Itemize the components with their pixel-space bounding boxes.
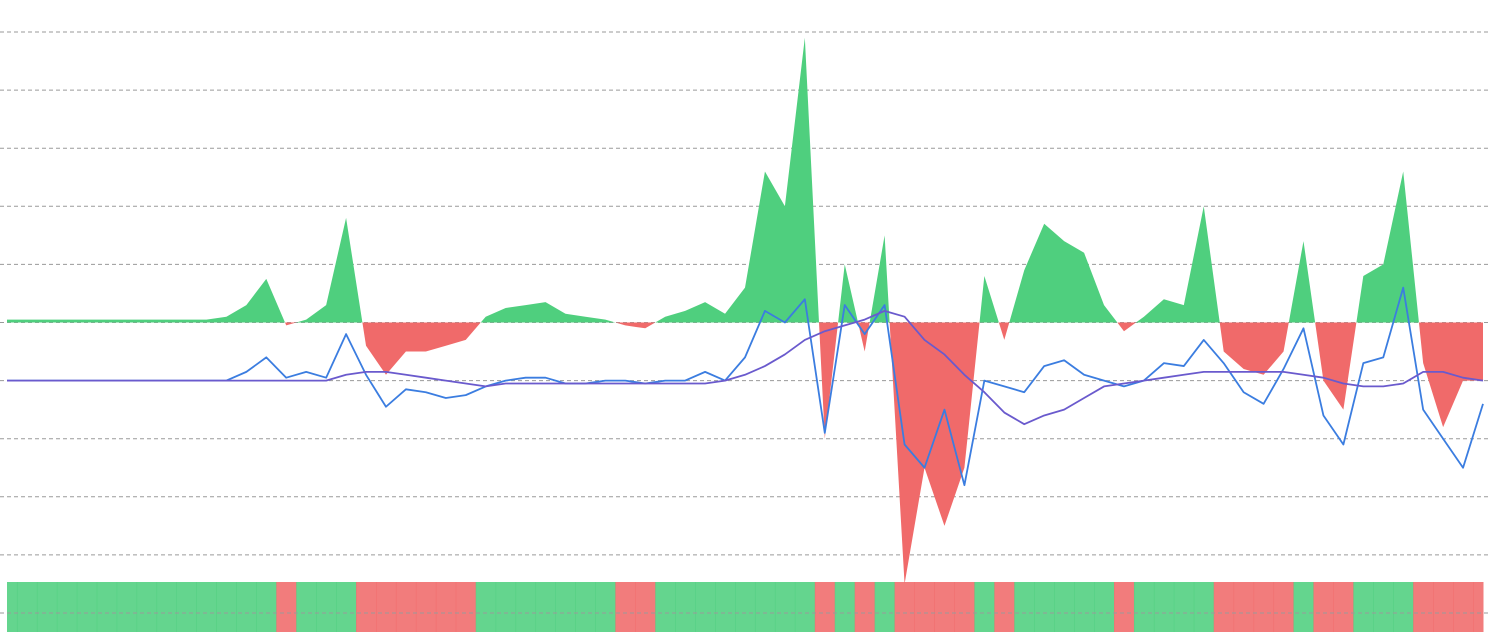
band-segment	[655, 582, 676, 632]
band-segment	[555, 582, 576, 632]
band-segment	[1094, 582, 1115, 632]
band-segment	[475, 582, 497, 632]
band-segment	[1173, 582, 1195, 632]
band-segment	[1193, 582, 1215, 632]
band-segment	[615, 582, 636, 632]
band-segment	[894, 582, 916, 632]
band-segment	[196, 582, 217, 632]
band-segment	[1213, 582, 1235, 632]
band-segment	[216, 582, 237, 632]
band-segment	[176, 582, 197, 632]
band-segment	[116, 582, 138, 632]
band-segment	[1054, 582, 1075, 632]
band-segment	[1074, 582, 1095, 632]
band-segment	[316, 582, 337, 632]
band-segment	[376, 582, 397, 632]
band-segment	[974, 582, 995, 632]
band-segment	[1293, 582, 1314, 632]
band-segment	[1353, 582, 1374, 632]
band-segment	[336, 582, 357, 632]
band-segment	[415, 582, 437, 632]
band-segment	[595, 582, 616, 632]
line	[7, 309, 1484, 426]
band-segment	[774, 582, 796, 632]
band-segment	[1114, 582, 1135, 632]
band-segment	[7, 582, 18, 632]
band-segment	[675, 582, 696, 632]
band-segment	[1433, 582, 1454, 632]
band-segment	[1453, 582, 1474, 632]
band-segment	[76, 582, 98, 632]
band-segment	[96, 582, 118, 632]
band-segment	[495, 582, 517, 632]
band-segment	[535, 582, 557, 632]
band-segment	[874, 582, 896, 632]
band-segment	[56, 582, 78, 632]
band-segment	[635, 582, 656, 632]
band-segment	[1393, 582, 1414, 632]
band-segment	[754, 582, 776, 632]
band-segment	[1273, 582, 1295, 632]
band-segment	[1473, 582, 1484, 632]
band-segment	[276, 582, 297, 632]
band-segment	[794, 582, 816, 632]
signal-band	[7, 582, 1484, 632]
band-segment	[994, 582, 1015, 632]
band-segment	[1133, 582, 1155, 632]
band-segment	[1373, 582, 1394, 632]
band-segment	[934, 582, 955, 632]
band-segment	[1034, 582, 1055, 632]
band-segment	[16, 582, 38, 632]
band-segment	[395, 582, 417, 632]
band-segment	[136, 582, 158, 632]
band-segment	[1014, 582, 1035, 632]
band-segment	[695, 582, 716, 632]
band-segment	[296, 582, 317, 632]
band-segment	[236, 582, 257, 632]
band-segment	[715, 582, 736, 632]
band-segment	[356, 582, 377, 632]
band-segment	[1153, 582, 1175, 632]
band-segment	[575, 582, 596, 632]
band-segment	[1253, 582, 1275, 632]
band-segment	[36, 582, 58, 632]
band-segment	[1413, 582, 1434, 632]
band-segment	[735, 582, 756, 632]
plot-area	[7, 37, 1484, 584]
band-segment	[1333, 582, 1354, 632]
positive-area	[7, 37, 1483, 323]
band-segment	[914, 582, 935, 632]
negative-area	[7, 322, 1483, 584]
band-segment	[256, 582, 277, 632]
band-segment	[854, 582, 876, 632]
band-segment	[515, 582, 537, 632]
band-segment	[954, 582, 975, 632]
band-segment	[1233, 582, 1255, 632]
band-segment	[156, 582, 178, 632]
band-segment	[834, 582, 856, 632]
band-segment	[814, 582, 836, 632]
line	[7, 286, 1484, 487]
band-segment	[1313, 582, 1334, 632]
band-segment	[435, 582, 457, 632]
band-segment	[455, 582, 477, 632]
